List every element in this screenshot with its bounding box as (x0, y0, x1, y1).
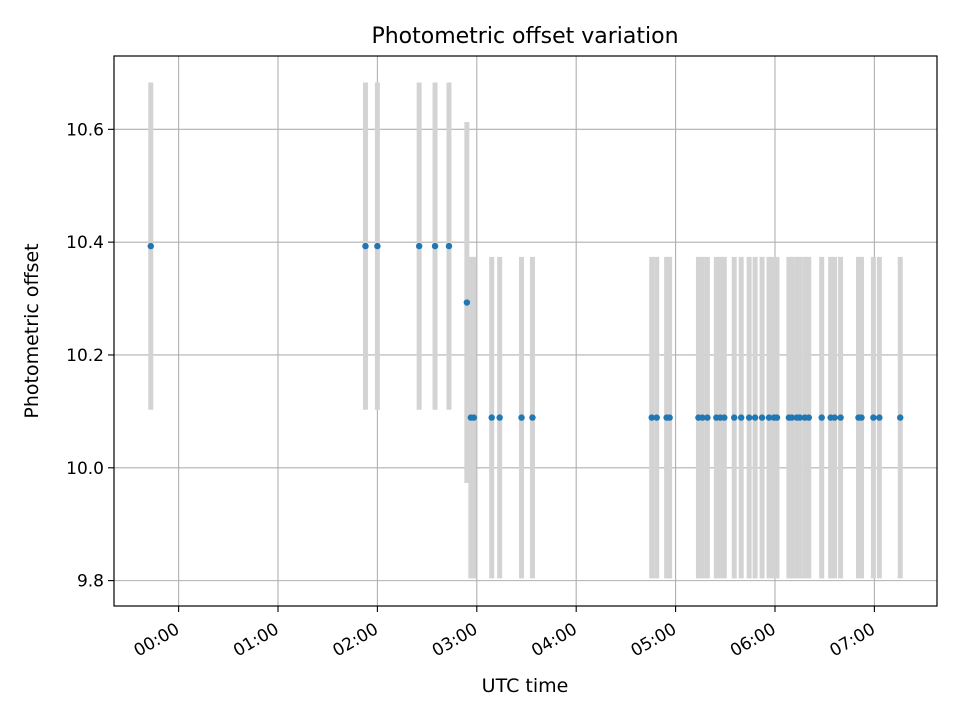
data-point (731, 414, 738, 421)
data-point (773, 414, 781, 421)
data-point (831, 414, 838, 421)
data-point (897, 414, 904, 421)
data-point (758, 414, 766, 421)
data-point (765, 414, 773, 421)
data-point (837, 414, 844, 421)
x-axis-label: UTC time (482, 675, 569, 697)
data-point (818, 414, 825, 421)
data-point (805, 414, 812, 421)
y-tick-label: 10.4 (66, 233, 104, 253)
data-point (374, 242, 381, 250)
data-point (870, 414, 877, 421)
y-axis-ticks: 9.8 10.0 10.2 10.4 10.6 (66, 120, 114, 592)
y-tick-label: 10.2 (66, 346, 104, 366)
data-point (648, 414, 655, 421)
y-tick-label: 10.6 (66, 120, 104, 140)
y-tick-label: 10.0 (66, 459, 104, 479)
data-point (529, 414, 536, 421)
plot-frame (113, 55, 938, 607)
data-point (431, 242, 439, 250)
data-point (518, 414, 525, 421)
data-point (788, 414, 796, 421)
plot-area (114, 56, 937, 606)
data-point (362, 242, 369, 250)
data-point (745, 414, 753, 421)
data-point (751, 414, 759, 421)
data-point (737, 414, 745, 421)
data-point (858, 414, 865, 421)
data-point (488, 414, 495, 421)
data-point (666, 414, 673, 421)
data-point (445, 242, 453, 250)
chart-title: Photometric offset variation (371, 24, 678, 49)
data-point (147, 242, 154, 250)
data-points (147, 242, 904, 421)
data-point (704, 414, 711, 421)
data-point (796, 414, 804, 421)
data-point (653, 414, 660, 421)
data-point (721, 414, 728, 421)
data-point (415, 242, 423, 250)
data-point (463, 299, 471, 306)
data-point (496, 414, 503, 421)
data-point (876, 414, 883, 421)
data-point (470, 414, 478, 421)
y-axis-label: Photometric offset (21, 243, 43, 418)
data-point (699, 414, 706, 421)
y-tick-label: 9.8 (77, 572, 104, 592)
